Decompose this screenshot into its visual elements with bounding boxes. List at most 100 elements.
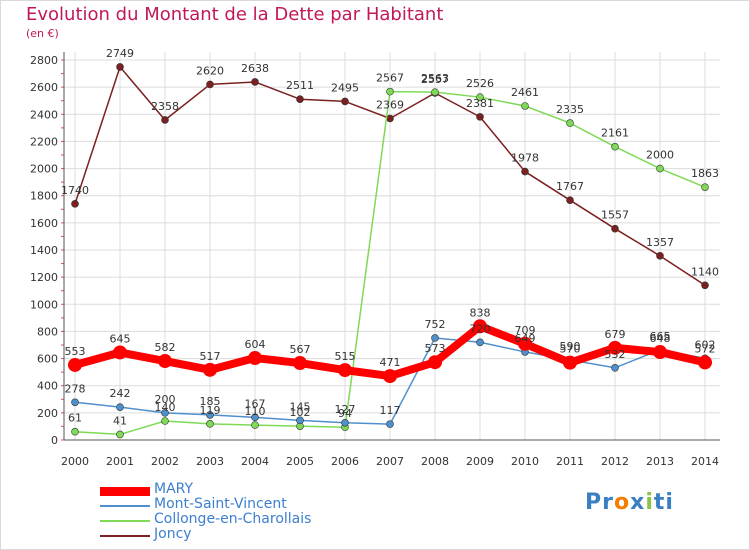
- data-point: [386, 420, 394, 428]
- x-tick-label: 2014: [691, 455, 719, 468]
- data-point: [338, 363, 352, 378]
- data-label: 752: [425, 318, 446, 331]
- y-tick-label: 1000: [30, 298, 58, 311]
- data-point: [611, 142, 619, 151]
- data-label: 649: [515, 332, 536, 345]
- data-label: 471: [380, 356, 401, 369]
- data-point: [386, 87, 394, 96]
- data-label: 2335: [556, 103, 584, 116]
- data-label: 2749: [106, 47, 134, 60]
- data-label: 2461: [511, 86, 539, 99]
- data-point: [518, 336, 532, 351]
- data-label: 553: [65, 345, 86, 358]
- data-label: 570: [560, 343, 581, 356]
- data-label: 185: [200, 395, 221, 408]
- data-label: 94: [338, 407, 352, 420]
- y-tick-label: 2400: [30, 108, 58, 121]
- legend-swatch: [100, 505, 150, 507]
- data-point: [383, 369, 397, 384]
- data-label: 278: [65, 382, 86, 395]
- data-point: [71, 427, 79, 436]
- x-tick-label: 2009: [466, 455, 494, 468]
- y-tick-label: 2800: [30, 54, 58, 67]
- data-label: 1140: [691, 265, 719, 278]
- data-label: 648: [650, 332, 671, 345]
- proxiti-logo: Proxiti: [585, 490, 674, 515]
- chart-title: Evolution du Montant de la Dette par Hab…: [26, 4, 444, 25]
- data-point: [161, 417, 169, 425]
- y-tick-label: 0: [51, 434, 58, 447]
- data-point: [521, 102, 529, 110]
- data-label: 2620: [196, 64, 224, 77]
- data-point: [251, 421, 259, 429]
- data-point: [116, 430, 124, 439]
- legend-label: Collonge-en-Charollais: [154, 511, 312, 527]
- data-point: [563, 355, 577, 370]
- data-label: 2161: [601, 127, 629, 140]
- data-label: 140: [155, 401, 176, 414]
- legend-label: MARY: [154, 481, 194, 497]
- y-tick-label: 2600: [30, 81, 58, 94]
- data-point: [473, 319, 487, 334]
- data-point: [341, 418, 349, 427]
- data-label: 2381: [466, 97, 494, 110]
- data-label: 2563: [421, 72, 449, 85]
- data-point: [656, 252, 664, 260]
- x-tick-label: 2011: [556, 455, 584, 468]
- data-label: 665: [650, 330, 671, 343]
- data-label: 2526: [466, 77, 494, 90]
- y-tick-label: 1200: [30, 271, 58, 284]
- data-label: 167: [245, 397, 266, 410]
- data-point: [206, 80, 214, 89]
- y-tick-label: 600: [37, 353, 58, 366]
- x-tick-label: 2005: [286, 455, 314, 468]
- data-label: 2511: [286, 79, 314, 92]
- data-point: [698, 355, 712, 370]
- data-point: [296, 416, 304, 425]
- data-point: [113, 345, 127, 360]
- data-point: [608, 340, 622, 355]
- data-label: 720: [470, 322, 491, 335]
- data-point: [206, 411, 214, 419]
- data-label: 1740: [61, 184, 89, 197]
- data-label: 2000: [646, 149, 674, 162]
- data-label: 145: [290, 400, 311, 413]
- data-point: [476, 113, 484, 121]
- data-point: [68, 357, 82, 372]
- data-point: [251, 78, 259, 86]
- y-tick-label: 2200: [30, 135, 58, 148]
- y-tick-label: 1600: [30, 217, 58, 230]
- y-tick-label: 200: [37, 407, 58, 420]
- x-tick-label: 2012: [601, 455, 629, 468]
- data-label: 110: [245, 405, 266, 418]
- data-point: [116, 63, 124, 71]
- data-label: 602: [695, 338, 716, 351]
- x-tick-label: 2001: [106, 455, 134, 468]
- data-label: 61: [68, 412, 82, 425]
- data-label: 567: [290, 343, 311, 356]
- x-tick-label: 2008: [421, 455, 449, 468]
- data-point: [158, 354, 172, 369]
- data-label: 1557: [601, 209, 629, 222]
- data-point: [611, 363, 619, 372]
- x-tick-label: 2002: [151, 455, 179, 468]
- data-label: 2369: [376, 98, 404, 111]
- data-point: [203, 362, 217, 377]
- logo-letter: x: [630, 490, 646, 515]
- data-point: [71, 398, 79, 407]
- data-label: 645: [110, 332, 131, 345]
- legend-swatch: [100, 535, 150, 537]
- data-label: 242: [110, 387, 131, 400]
- data-label: 1357: [646, 236, 674, 249]
- legend-swatch: [100, 486, 150, 496]
- data-label: 590: [560, 340, 581, 353]
- data-point: [161, 116, 169, 124]
- data-point: [161, 409, 169, 417]
- data-label: 582: [155, 341, 176, 354]
- data-point: [71, 200, 79, 208]
- data-point: [206, 420, 214, 428]
- data-point: [116, 403, 124, 411]
- data-point: [386, 114, 394, 123]
- logo-letter: o: [613, 490, 631, 515]
- data-label: 532: [605, 348, 626, 361]
